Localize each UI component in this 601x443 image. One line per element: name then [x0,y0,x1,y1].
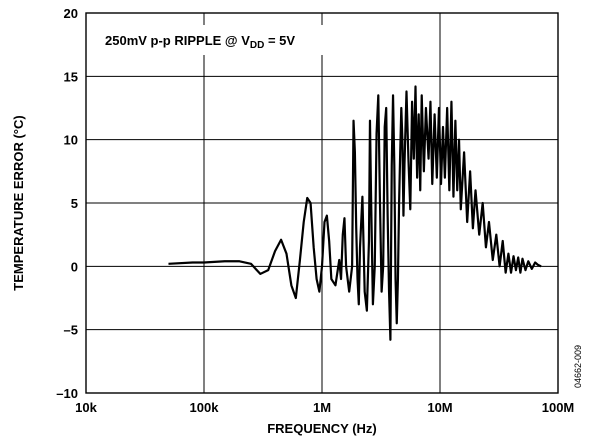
y-tick-label: 15 [64,69,78,84]
y-tick-label: –5 [64,323,78,338]
annotation-main: 250mV p-p RIPPLE @ V [105,33,250,48]
series-line [168,85,542,341]
y-tick-label: 5 [71,196,78,211]
x-tick-label: 100k [190,400,220,415]
y-tick-label: –10 [56,386,78,401]
y-tick-label: 20 [64,6,78,21]
annotation-text: 250mV p-p RIPPLE @ VDD = 5V [105,33,295,51]
x-tick-label: 100M [542,400,575,415]
y-tick-label: 0 [71,259,78,274]
plot-frame [85,12,559,394]
x-axis-label: FREQUENCY (Hz) [267,421,377,436]
x-tick-label: 10k [75,400,97,415]
x-tick-label: 1M [313,400,331,415]
annotation-subscript: DD [250,40,264,51]
grid [86,13,558,393]
x-tick-label: 10M [427,400,452,415]
y-axis-label: TEMPERATURE ERROR (°C) [11,115,26,290]
annotation-background [94,25,352,55]
y-tick-label: 10 [64,133,78,148]
annotation: 250mV p-p RIPPLE @ VDD = 5V [94,25,352,55]
tick-labels: 10k 100k 1M 10M 100M –10 –5 0 5 10 15 20 [56,6,574,415]
annotation-tail: = 5V [264,33,295,48]
figure-id: 04662-009 [573,345,583,388]
